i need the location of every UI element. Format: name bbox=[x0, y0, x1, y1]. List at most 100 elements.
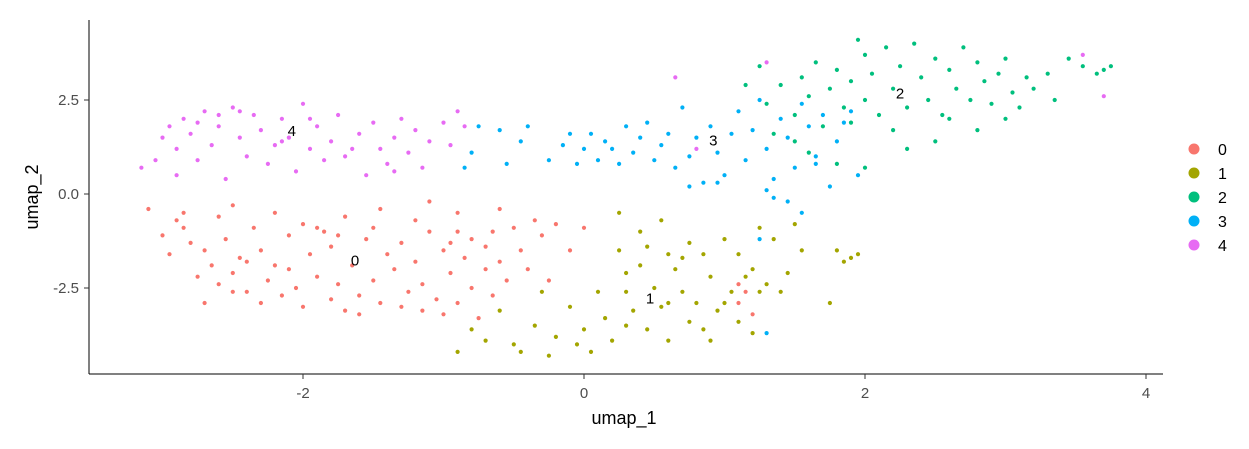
point-cluster-0 bbox=[434, 297, 439, 302]
point-cluster-0 bbox=[392, 267, 397, 272]
point-cluster-0 bbox=[251, 225, 256, 230]
point-cluster-1 bbox=[841, 259, 847, 264]
point-cluster-0 bbox=[216, 282, 221, 287]
point-cluster-4 bbox=[1080, 52, 1085, 58]
point-cluster-0 bbox=[244, 289, 249, 294]
point-cluster-1 bbox=[567, 304, 573, 309]
point-cluster-0 bbox=[441, 248, 446, 253]
point-cluster-4 bbox=[153, 158, 158, 163]
point-cluster-2 bbox=[968, 97, 973, 103]
point-cluster-0 bbox=[279, 293, 284, 298]
point-cluster-3 bbox=[645, 120, 650, 125]
point-cluster-1 bbox=[645, 244, 650, 249]
point-cluster-0 bbox=[350, 263, 355, 268]
cluster-label-1: 1 bbox=[646, 290, 654, 307]
point-cluster-0 bbox=[448, 240, 453, 245]
point-cluster-1 bbox=[750, 267, 755, 272]
point-cluster-1 bbox=[827, 300, 833, 306]
point-cluster-1 bbox=[673, 267, 678, 272]
point-cluster-3 bbox=[771, 176, 776, 182]
point-cluster-4 bbox=[265, 161, 270, 166]
legend-key bbox=[1188, 215, 1200, 227]
point-cluster-0 bbox=[483, 267, 488, 272]
point-cluster-0 bbox=[167, 252, 172, 257]
point-cluster-0 bbox=[265, 278, 270, 283]
point-cluster-2 bbox=[743, 82, 748, 88]
point-cluster-1 bbox=[708, 338, 713, 343]
point-cluster-3 bbox=[560, 143, 566, 148]
point-cluster-0 bbox=[490, 229, 495, 234]
point-cluster-1 bbox=[701, 252, 706, 257]
point-cluster-2 bbox=[947, 67, 952, 72]
point-cluster-0 bbox=[567, 248, 573, 253]
point-cluster-2 bbox=[933, 56, 938, 61]
point-cluster-0 bbox=[181, 225, 186, 230]
point-cluster-1 bbox=[574, 342, 580, 347]
point-cluster-2 bbox=[792, 139, 797, 144]
point-cluster-0 bbox=[518, 248, 523, 253]
point-cluster-0 bbox=[399, 304, 404, 309]
legend-label: 2 bbox=[1218, 190, 1227, 207]
point-cluster-0 bbox=[272, 210, 277, 215]
point-cluster-0 bbox=[272, 263, 277, 268]
point-cluster-3 bbox=[722, 173, 727, 178]
point-cluster-4 bbox=[329, 139, 334, 144]
point-cluster-3 bbox=[546, 158, 552, 163]
point-cluster-1 bbox=[638, 263, 643, 268]
point-cluster-1 bbox=[617, 248, 622, 253]
point-cluster-4 bbox=[286, 135, 291, 140]
point-cluster-3 bbox=[462, 165, 467, 170]
point-cluster-4 bbox=[413, 128, 418, 133]
point-cluster-3 bbox=[666, 131, 671, 136]
point-cluster-0 bbox=[286, 267, 291, 272]
point-cluster-2 bbox=[1080, 64, 1085, 69]
point-cluster-0 bbox=[525, 267, 530, 272]
point-cluster-3 bbox=[855, 173, 861, 178]
point-cluster-3 bbox=[785, 199, 790, 204]
point-cluster-4 bbox=[237, 135, 242, 140]
point-cluster-2 bbox=[905, 105, 910, 110]
point-cluster-0 bbox=[448, 270, 453, 276]
point-cluster-2 bbox=[898, 64, 903, 69]
point-cluster-3 bbox=[504, 161, 509, 166]
point-cluster-4 bbox=[322, 158, 327, 163]
point-cluster-4 bbox=[462, 124, 467, 129]
point-cluster-0 bbox=[455, 229, 460, 234]
cluster-label-4: 4 bbox=[288, 123, 296, 140]
point-cluster-0 bbox=[378, 300, 383, 306]
point-cluster-4 bbox=[230, 105, 235, 110]
point-cluster-4 bbox=[455, 109, 460, 114]
cluster-label-3: 3 bbox=[709, 132, 717, 149]
point-cluster-2 bbox=[1066, 56, 1071, 61]
point-cluster-2 bbox=[771, 131, 776, 136]
point-cluster-4 bbox=[350, 146, 355, 151]
point-cluster-1 bbox=[722, 300, 727, 306]
point-cluster-0 bbox=[258, 300, 263, 306]
point-cluster-4 bbox=[448, 143, 453, 148]
legend: 0 1 2 3 4 bbox=[1188, 142, 1227, 255]
point-cluster-2 bbox=[855, 37, 861, 42]
point-cluster-2 bbox=[996, 71, 1001, 76]
point-cluster-4 bbox=[385, 161, 390, 166]
point-cluster-3 bbox=[764, 146, 769, 151]
legend-key bbox=[1188, 143, 1200, 155]
cluster-label-0: 0 bbox=[351, 253, 359, 270]
y-axis-title: umap_2 bbox=[22, 164, 43, 229]
point-cluster-1 bbox=[610, 338, 615, 343]
point-cluster-3 bbox=[595, 158, 601, 163]
point-cluster-4 bbox=[364, 173, 369, 178]
point-cluster-1 bbox=[764, 282, 769, 287]
point-cluster-4 bbox=[195, 120, 200, 125]
point-cluster-2 bbox=[827, 86, 833, 91]
point-cluster-0 bbox=[406, 289, 411, 294]
point-cluster-4 bbox=[293, 169, 299, 174]
point-cluster-2 bbox=[919, 75, 924, 80]
point-cluster-3 bbox=[624, 124, 629, 129]
point-cluster-1 bbox=[631, 308, 636, 313]
point-cluster-4 bbox=[307, 146, 313, 151]
point-cluster-2 bbox=[912, 41, 917, 46]
point-cluster-0 bbox=[195, 274, 200, 279]
point-cluster-3 bbox=[708, 124, 713, 129]
point-cluster-1 bbox=[659, 218, 664, 223]
point-cluster-4 bbox=[223, 176, 228, 182]
